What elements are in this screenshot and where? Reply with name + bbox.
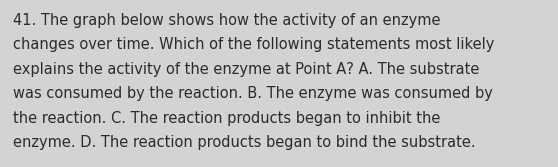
- Text: enzyme. D. The reaction products began to bind the substrate.: enzyme. D. The reaction products began t…: [13, 135, 475, 150]
- Text: explains the activity of the enzyme at Point A? A. The substrate: explains the activity of the enzyme at P…: [13, 62, 479, 77]
- Text: 41. The graph below shows how the activity of an enzyme: 41. The graph below shows how the activi…: [13, 13, 440, 28]
- Text: the reaction. C. The reaction products began to inhibit the: the reaction. C. The reaction products b…: [13, 111, 440, 126]
- Text: was consumed by the reaction. B. The enzyme was consumed by: was consumed by the reaction. B. The enz…: [13, 87, 493, 102]
- Text: changes over time. Which of the following statements most likely: changes over time. Which of the followin…: [13, 38, 494, 52]
